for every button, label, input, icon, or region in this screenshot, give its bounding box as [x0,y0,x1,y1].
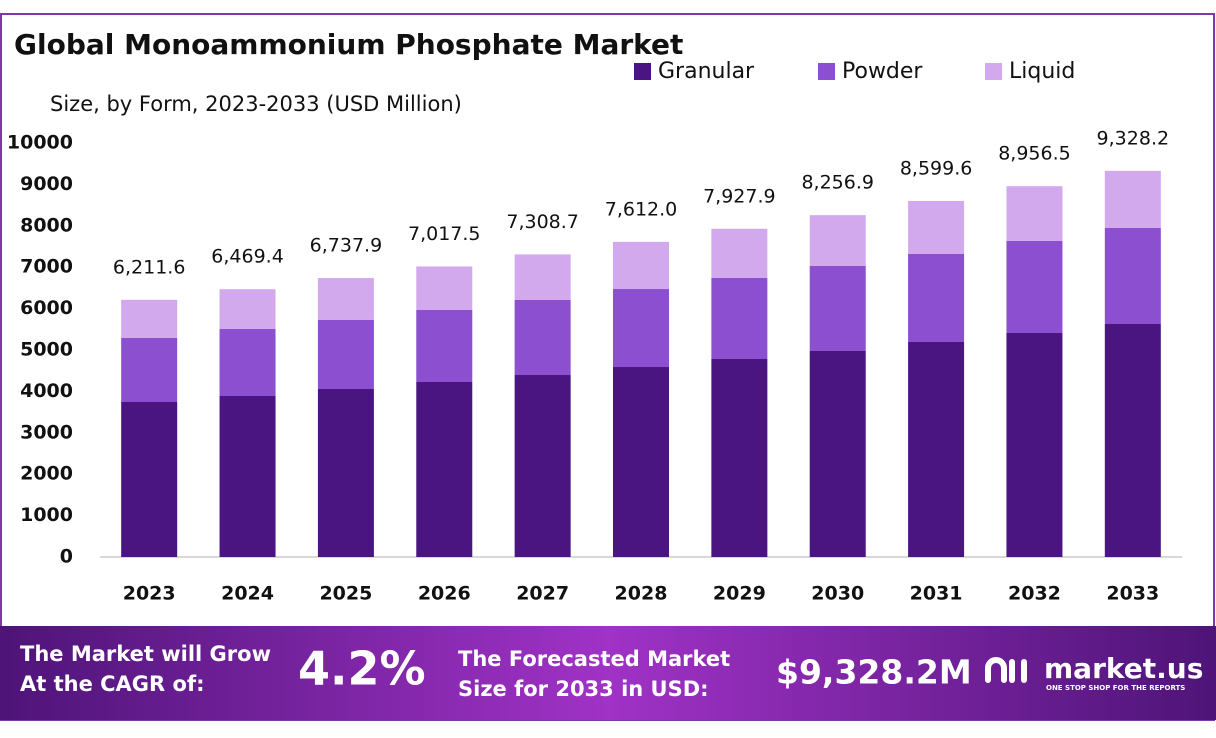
bar-segment [514,299,571,376]
total-label: 8,256.9 [801,172,874,194]
cagr-text: The Market will Grow [20,642,271,666]
total-label: 9,328.2 [1097,127,1170,149]
total-label: 6,469.4 [211,246,284,268]
y-tick-label: 2000 [20,463,73,485]
logo: market.us [1044,652,1203,685]
bar-segment [317,319,374,389]
forecast-text: Size for 2033 in USD: [458,677,709,701]
x-tick-label: 2026 [418,583,471,605]
bar-segment [908,253,965,343]
legend-swatch [985,63,1002,80]
bar-segment [809,350,866,557]
y-tick-label: 1000 [20,504,73,526]
total-label: 7,927.9 [703,185,776,207]
bar-segment [908,200,965,254]
total-label: 6,737.9 [310,235,383,257]
bar-segment [1104,227,1161,325]
bar-segment [514,375,571,557]
total-label: 7,017.5 [408,223,481,245]
x-tick-label: 2032 [1008,583,1061,605]
bar-segment [1006,240,1063,333]
x-tick-label: 2024 [221,583,274,605]
bar-segment [219,329,276,396]
bar-segment [121,299,178,338]
total-label: 6,211.6 [113,256,186,278]
x-tick-label: 2027 [516,583,569,605]
bar-segment [613,367,669,557]
bar-segment [416,266,473,311]
bar-segment [121,337,178,402]
chart-subtitle: Size, by Form, 2023-2033 (USD Million) [50,92,462,116]
bar-segment [416,382,473,557]
y-tick-label: 10000 [7,132,73,154]
bar-segment [1006,186,1063,241]
bar-segment [711,278,768,359]
y-tick-label: 3000 [20,421,73,443]
y-tick-label: 9000 [20,173,73,195]
bar-segment [711,358,768,557]
total-label: 7,612.0 [605,198,678,220]
legend-label: Granular [658,59,755,84]
y-tick-label: 5000 [20,339,73,361]
forecast-value: $9,328.2M [776,653,972,692]
chart-title: Global Monoammonium Phosphate Market [14,28,683,61]
bar-segment [514,254,571,300]
logo-icon [985,657,1027,683]
bar-segment [219,395,276,557]
total-label: 7,308.7 [506,211,579,233]
forecast-text: The Forecasted Market [458,647,730,671]
y-tick-label: 0 [60,546,73,568]
x-tick-label: 2030 [811,583,864,605]
y-tick-label: 7000 [20,256,73,278]
y-tick-label: 8000 [20,214,73,236]
x-tick-label: 2031 [910,583,963,605]
bar-segment [613,289,669,368]
legend-label: Powder [842,59,923,84]
x-tick-label: 2023 [123,583,176,605]
x-tick-label: 2028 [615,583,668,605]
bar-segment [1104,324,1161,557]
x-tick-label: 2033 [1106,583,1159,605]
bar-segment [1006,332,1063,557]
bar-segment [219,289,276,330]
bar-segment [613,241,669,290]
y-tick-label: 6000 [20,297,73,319]
legend-label: Liquid [1009,59,1075,84]
total-label: 8,956.5 [998,143,1071,165]
tagline: ONE STOP SHOP FOR THE REPORTS [1046,684,1185,692]
bar-segment [809,215,866,266]
legend-swatch [818,63,835,80]
total-label: 8,599.6 [900,157,973,179]
bar-segment [121,401,178,557]
x-tick-label: 2025 [319,583,372,605]
x-tick-label: 2029 [713,583,766,605]
bar-segment [1104,170,1161,228]
bar-segment [416,310,473,383]
bar-segment [317,278,374,320]
bar-segment [908,342,965,557]
bar-segment [317,388,374,557]
bar-segment [711,228,768,279]
y-tick-label: 4000 [20,380,73,402]
legend-swatch [634,63,651,80]
cagr-text: At the CAGR of: [20,672,205,696]
cagr-value: 4.2% [298,642,426,696]
bar-segment [809,265,866,351]
